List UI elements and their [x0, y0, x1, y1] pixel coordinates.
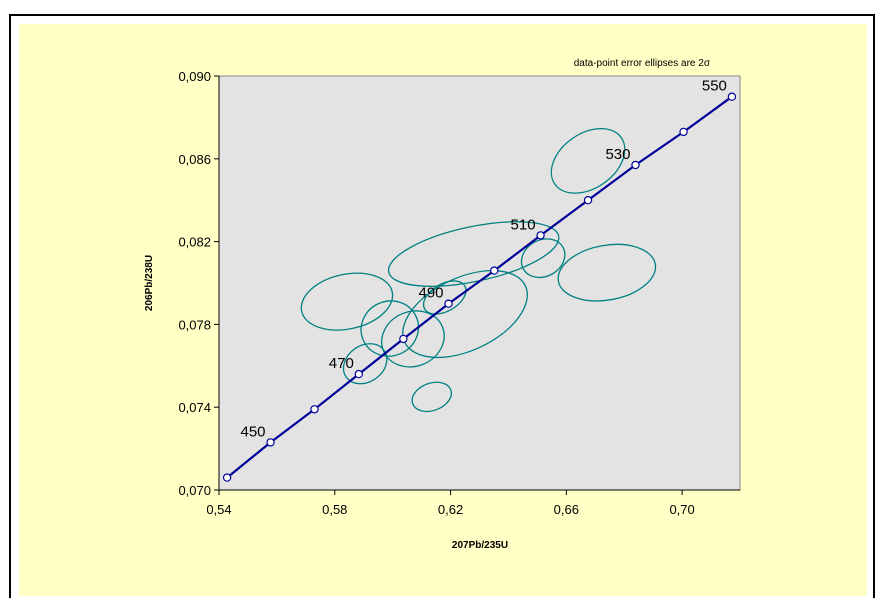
error-ellipse [300, 272, 394, 331]
y-tick-label: 0,078 [178, 317, 211, 332]
concordia-age-label: 490 [418, 285, 443, 302]
error-ellipse [342, 343, 388, 385]
concordia-age-point [679, 127, 688, 137]
concordia-age-point [583, 195, 593, 205]
y-tick-label: 0,082 [178, 235, 211, 250]
error-ellipse [422, 280, 467, 315]
concordia-age-point [266, 438, 275, 447]
x-tick-label: 0,54 [206, 502, 231, 517]
x-tick-label: 0,58 [322, 502, 347, 517]
concordia-age-point [727, 92, 737, 101]
y-tick-label: 0,090 [178, 69, 211, 84]
y-axis-title: 206Pb/238U [144, 255, 155, 311]
x-axis-title: 207Pb/235U [452, 540, 508, 551]
y-tick-label: 0,086 [178, 152, 211, 167]
x-tick-label: 0,70 [669, 502, 694, 517]
concordia-curve: 450 470 490 510 530 550 [222, 78, 737, 482]
concordia-age-point [310, 405, 319, 414]
concordia-age-point [354, 369, 364, 379]
error-ellipse [411, 381, 452, 413]
error-ellipse-annotation: data-point error ellipses are 2σ [574, 58, 711, 69]
error-ellipse [550, 127, 626, 194]
concordia-age-label: 550 [702, 78, 727, 95]
y-tick-label: 0,070 [178, 483, 211, 498]
concordia-age-label: 530 [605, 146, 630, 163]
concordia-age-point [222, 473, 232, 482]
concordia-age-point [631, 160, 640, 170]
error-ellipse [360, 300, 420, 357]
concordia-age-point [444, 299, 453, 308]
y-tick-label: 0,074 [178, 400, 211, 415]
axes: 0,54 0,58 0,62 0,66 0,70 0,070 0,074 0,078 0,082… [178, 69, 740, 517]
error-ellipse [557, 243, 657, 302]
concordia-age-label: 450 [240, 423, 265, 440]
concordia-age-label: 470 [329, 355, 354, 372]
concordia-age-point [490, 266, 499, 275]
concordia-age-label: 510 [511, 216, 536, 233]
x-tick-label: 0,62 [438, 502, 463, 517]
plot-area [218, 75, 741, 491]
error-ellipse [520, 238, 566, 279]
concordia-age-point [399, 334, 408, 344]
concordia-line [226, 95, 733, 479]
error-ellipse [381, 310, 445, 368]
concordia-age-point [536, 231, 545, 240]
x-tick-label: 0,66 [554, 502, 579, 517]
